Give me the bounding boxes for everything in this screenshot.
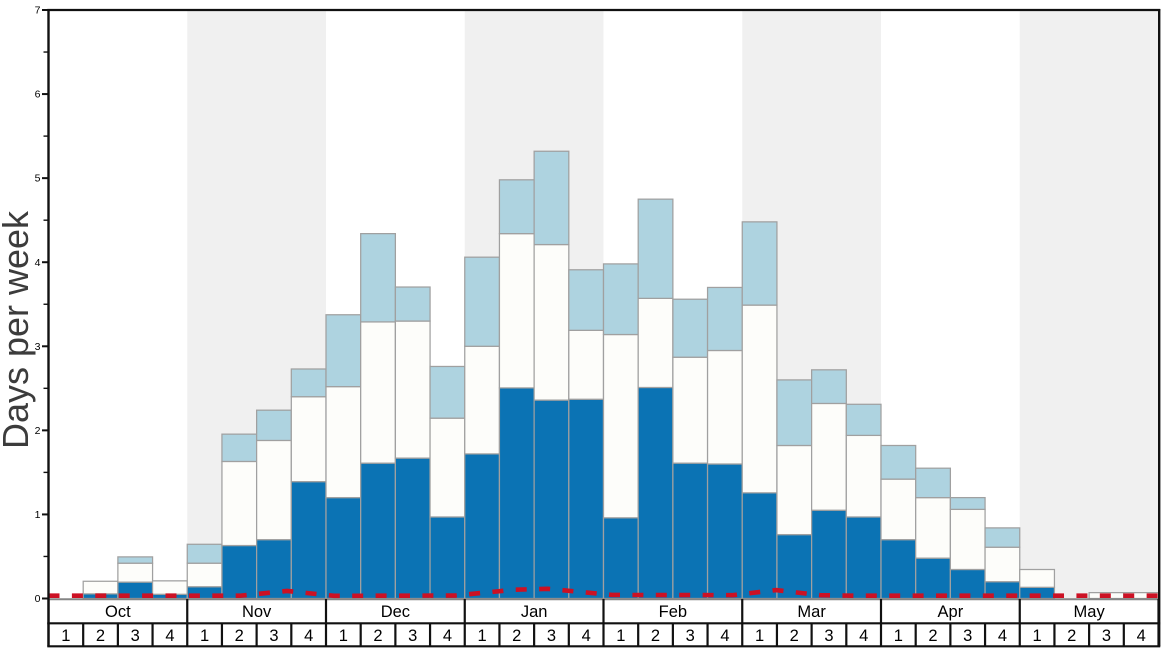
svg-text:2: 2 — [373, 627, 382, 645]
svg-text:4: 4 — [582, 627, 591, 645]
svg-text:Nov: Nov — [242, 603, 272, 621]
svg-text:4: 4 — [1137, 627, 1146, 645]
svg-text:2: 2 — [96, 627, 105, 645]
svg-text:May: May — [1074, 603, 1106, 621]
svg-text:5: 5 — [35, 173, 41, 185]
svg-text:3: 3 — [963, 627, 972, 645]
svg-text:1: 1 — [616, 627, 625, 645]
svg-text:Apr: Apr — [938, 603, 964, 621]
svg-text:1: 1 — [1032, 627, 1041, 645]
svg-text:6: 6 — [35, 89, 41, 101]
svg-text:1: 1 — [61, 627, 70, 645]
svg-text:3: 3 — [824, 627, 833, 645]
svg-text:1: 1 — [35, 509, 41, 521]
svg-text:4: 4 — [720, 627, 729, 645]
svg-text:2: 2 — [1067, 627, 1076, 645]
svg-text:Dec: Dec — [381, 603, 410, 621]
svg-text:Jan: Jan — [521, 603, 548, 621]
svg-text:3: 3 — [408, 627, 417, 645]
svg-text:0: 0 — [35, 593, 41, 605]
svg-text:2: 2 — [235, 627, 244, 645]
svg-text:4: 4 — [165, 627, 174, 645]
svg-text:3: 3 — [131, 627, 140, 645]
svg-text:1: 1 — [339, 627, 348, 645]
svg-text:3: 3 — [1102, 627, 1111, 645]
svg-text:1: 1 — [755, 627, 764, 645]
svg-text:2: 2 — [651, 627, 660, 645]
svg-text:3: 3 — [35, 341, 41, 353]
svg-text:1: 1 — [894, 627, 903, 645]
svg-text:4: 4 — [304, 627, 313, 645]
svg-text:4: 4 — [35, 257, 41, 269]
svg-text:Oct: Oct — [105, 603, 131, 621]
svg-text:4: 4 — [998, 627, 1007, 645]
svg-text:2: 2 — [928, 627, 937, 645]
svg-text:7: 7 — [35, 5, 41, 17]
svg-text:2: 2 — [512, 627, 521, 645]
svg-text:3: 3 — [269, 627, 278, 645]
svg-text:4: 4 — [859, 627, 868, 645]
svg-text:2: 2 — [35, 425, 41, 437]
svg-text:Days per week: Days per week — [0, 210, 36, 449]
svg-text:Mar: Mar — [797, 603, 826, 621]
svg-text:3: 3 — [547, 627, 556, 645]
svg-text:3: 3 — [686, 627, 695, 645]
svg-text:1: 1 — [200, 627, 209, 645]
svg-text:1: 1 — [477, 627, 486, 645]
svg-text:4: 4 — [443, 627, 452, 645]
svg-text:Feb: Feb — [659, 603, 687, 621]
svg-text:2: 2 — [790, 627, 799, 645]
